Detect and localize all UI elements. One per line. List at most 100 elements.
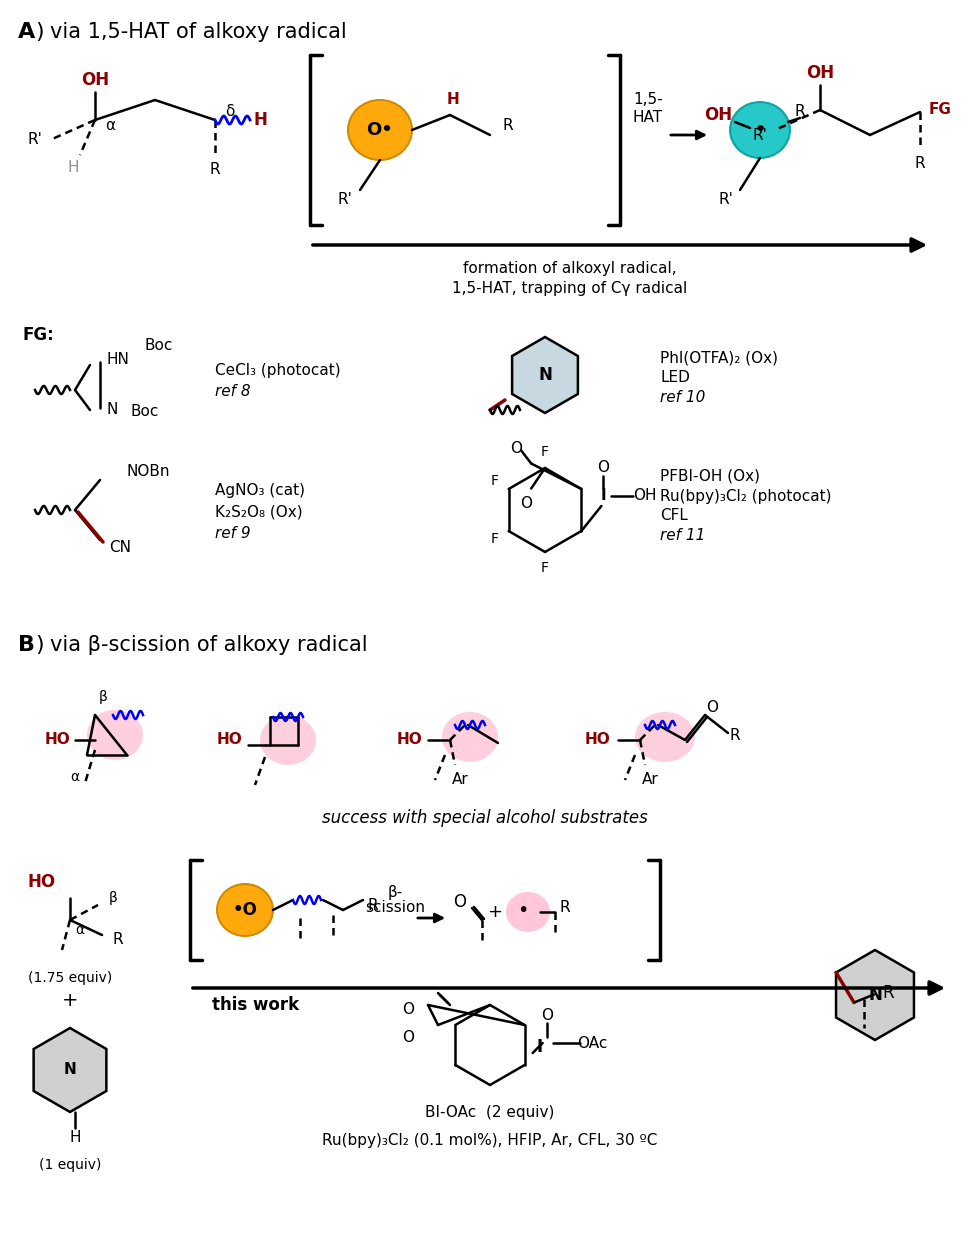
Text: R: R: [113, 932, 123, 947]
Text: FG: FG: [928, 103, 952, 117]
Text: (1 equiv): (1 equiv): [39, 1158, 101, 1172]
Text: HO: HO: [44, 732, 70, 747]
Text: OH: OH: [704, 106, 732, 124]
Text: CN: CN: [109, 541, 131, 556]
Text: H: H: [67, 161, 79, 175]
Text: R': R': [338, 193, 352, 207]
Text: R': R': [753, 127, 767, 142]
Text: α: α: [76, 923, 84, 937]
Text: O: O: [402, 1003, 414, 1018]
Ellipse shape: [730, 103, 790, 158]
Text: Ar: Ar: [452, 773, 468, 788]
Text: O: O: [402, 1030, 414, 1045]
Text: R: R: [503, 117, 514, 132]
Text: O: O: [597, 461, 610, 475]
Text: H: H: [69, 1130, 81, 1146]
Text: PhI(OTFA)₂ (Ox): PhI(OTFA)₂ (Ox): [660, 351, 778, 366]
Text: β: β: [109, 890, 117, 905]
Text: AgNO₃ (cat): AgNO₃ (cat): [215, 483, 305, 498]
Text: O•: O•: [367, 121, 393, 140]
Text: ): ): [35, 22, 44, 42]
Text: O: O: [541, 1008, 552, 1023]
Text: I: I: [600, 489, 606, 504]
Ellipse shape: [506, 892, 550, 932]
Text: δ: δ: [225, 105, 235, 120]
Ellipse shape: [635, 713, 695, 762]
Text: (1.75 equiv): (1.75 equiv): [28, 971, 112, 986]
Text: α: α: [71, 769, 80, 784]
Text: R': R': [719, 193, 733, 207]
Text: HO: HO: [28, 873, 56, 890]
Text: N: N: [107, 403, 118, 417]
Text: CFL: CFL: [660, 509, 687, 524]
Text: success with special alcohol substrates: success with special alcohol substrates: [322, 809, 648, 827]
Text: via β-scission of alkoxy radical: via β-scission of alkoxy radical: [50, 635, 368, 655]
Text: O: O: [453, 893, 466, 911]
Text: OH: OH: [806, 64, 834, 82]
Text: formation of alkoxyl radical,: formation of alkoxyl radical,: [463, 261, 677, 275]
Text: K₂S₂O₈ (Ox): K₂S₂O₈ (Ox): [215, 505, 303, 520]
Text: R: R: [883, 983, 894, 1002]
Text: β-: β-: [387, 884, 403, 899]
Text: +: +: [62, 990, 79, 1009]
Text: F: F: [490, 532, 499, 546]
Text: ): ): [35, 635, 44, 655]
Text: OAc: OAc: [578, 1035, 608, 1051]
Text: F: F: [490, 474, 499, 488]
Text: scission: scission: [365, 900, 425, 915]
Polygon shape: [836, 950, 914, 1040]
Text: N: N: [868, 986, 882, 1004]
Text: BI-OAc  (2 equiv): BI-OAc (2 equiv): [425, 1104, 554, 1119]
Text: OH: OH: [634, 489, 657, 504]
Text: PFBI-OH (Ox): PFBI-OH (Ox): [660, 468, 760, 483]
Ellipse shape: [260, 715, 316, 764]
Text: N: N: [538, 366, 552, 384]
Text: Boc: Boc: [145, 337, 174, 352]
Text: •O: •O: [233, 902, 257, 919]
Text: O: O: [706, 699, 718, 715]
Ellipse shape: [348, 100, 412, 161]
Text: α: α: [105, 117, 115, 132]
Ellipse shape: [442, 713, 498, 762]
Text: O: O: [510, 441, 522, 456]
Text: R: R: [794, 105, 805, 120]
Text: via 1,5-HAT of alkoxy radical: via 1,5-HAT of alkoxy radical: [50, 22, 347, 42]
Text: 1,5-HAT, trapping of Cγ radical: 1,5-HAT, trapping of Cγ radical: [452, 280, 687, 295]
Text: R: R: [210, 163, 220, 178]
Polygon shape: [34, 1028, 107, 1112]
Text: HO: HO: [218, 732, 243, 747]
Text: H: H: [447, 93, 459, 107]
Text: N: N: [64, 1062, 77, 1077]
Text: H: H: [253, 111, 267, 128]
Text: ref 11: ref 11: [660, 529, 705, 543]
Text: Boc: Boc: [130, 405, 158, 420]
Text: HN: HN: [107, 352, 130, 368]
Text: +: +: [487, 903, 503, 921]
Ellipse shape: [87, 710, 143, 760]
Text: R': R': [27, 132, 43, 147]
Text: F: F: [541, 445, 549, 459]
Text: HO: HO: [586, 732, 611, 747]
Text: Ru(bpy)₃Cl₂ (photocat): Ru(bpy)₃Cl₂ (photocat): [660, 489, 831, 504]
Text: ref 9: ref 9: [215, 526, 251, 541]
Text: Ru(bpy)₃Cl₂ (0.1 mol%), HFIP, Ar, CFL, 30 ºC: Ru(bpy)₃Cl₂ (0.1 mol%), HFIP, Ar, CFL, 3…: [322, 1132, 657, 1147]
Text: B: B: [18, 635, 35, 655]
Text: β: β: [99, 690, 108, 704]
Text: F: F: [541, 561, 549, 576]
Text: ref 10: ref 10: [660, 390, 705, 405]
Text: A: A: [18, 22, 35, 42]
Ellipse shape: [217, 884, 273, 936]
Text: •: •: [753, 120, 767, 140]
Text: NOBn: NOBn: [127, 464, 171, 479]
Text: I: I: [537, 1037, 543, 1056]
Text: R: R: [368, 898, 379, 913]
Text: LED: LED: [660, 370, 689, 385]
Text: R: R: [729, 727, 740, 742]
Text: this work: this work: [212, 995, 299, 1014]
Text: HAT: HAT: [633, 110, 663, 126]
Text: FG:: FG:: [22, 326, 53, 345]
Text: Ar: Ar: [642, 773, 658, 788]
Text: R: R: [559, 899, 570, 914]
Text: ref 8: ref 8: [215, 384, 251, 399]
Text: OH: OH: [81, 70, 109, 89]
